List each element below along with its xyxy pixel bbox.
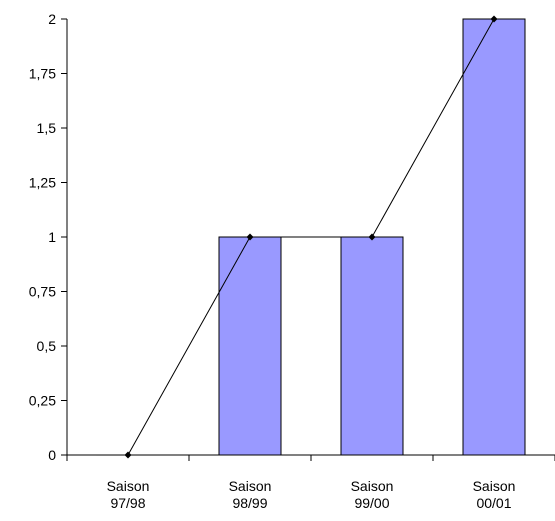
bar xyxy=(463,19,525,455)
y-tick-label: 2 xyxy=(48,11,56,27)
x-tick-label: 00/01 xyxy=(476,495,511,511)
bar xyxy=(341,237,403,455)
x-tick-label: 98/99 xyxy=(232,495,267,511)
y-tick-label: 1,25 xyxy=(29,175,56,191)
line-point xyxy=(125,452,132,459)
x-tick-label: Saison xyxy=(229,478,272,494)
x-tick-label: 97/98 xyxy=(110,495,145,511)
bar xyxy=(219,237,281,455)
series-line xyxy=(128,19,494,455)
y-tick-label: 0,25 xyxy=(29,393,56,409)
y-tick-label: 1,5 xyxy=(37,120,57,136)
y-tick-label: 1,75 xyxy=(29,66,56,82)
x-tick-label: Saison xyxy=(473,478,516,494)
y-tick-label: 0,5 xyxy=(37,338,57,354)
y-tick-label: 0,75 xyxy=(29,284,56,300)
y-tick-label: 1 xyxy=(48,229,56,245)
line-series xyxy=(125,16,498,459)
x-tick-label: Saison xyxy=(107,478,150,494)
y-tick-label: 0 xyxy=(48,447,56,463)
x-tick-label: Saison xyxy=(351,478,394,494)
x-tick-label: 99/00 xyxy=(354,495,389,511)
